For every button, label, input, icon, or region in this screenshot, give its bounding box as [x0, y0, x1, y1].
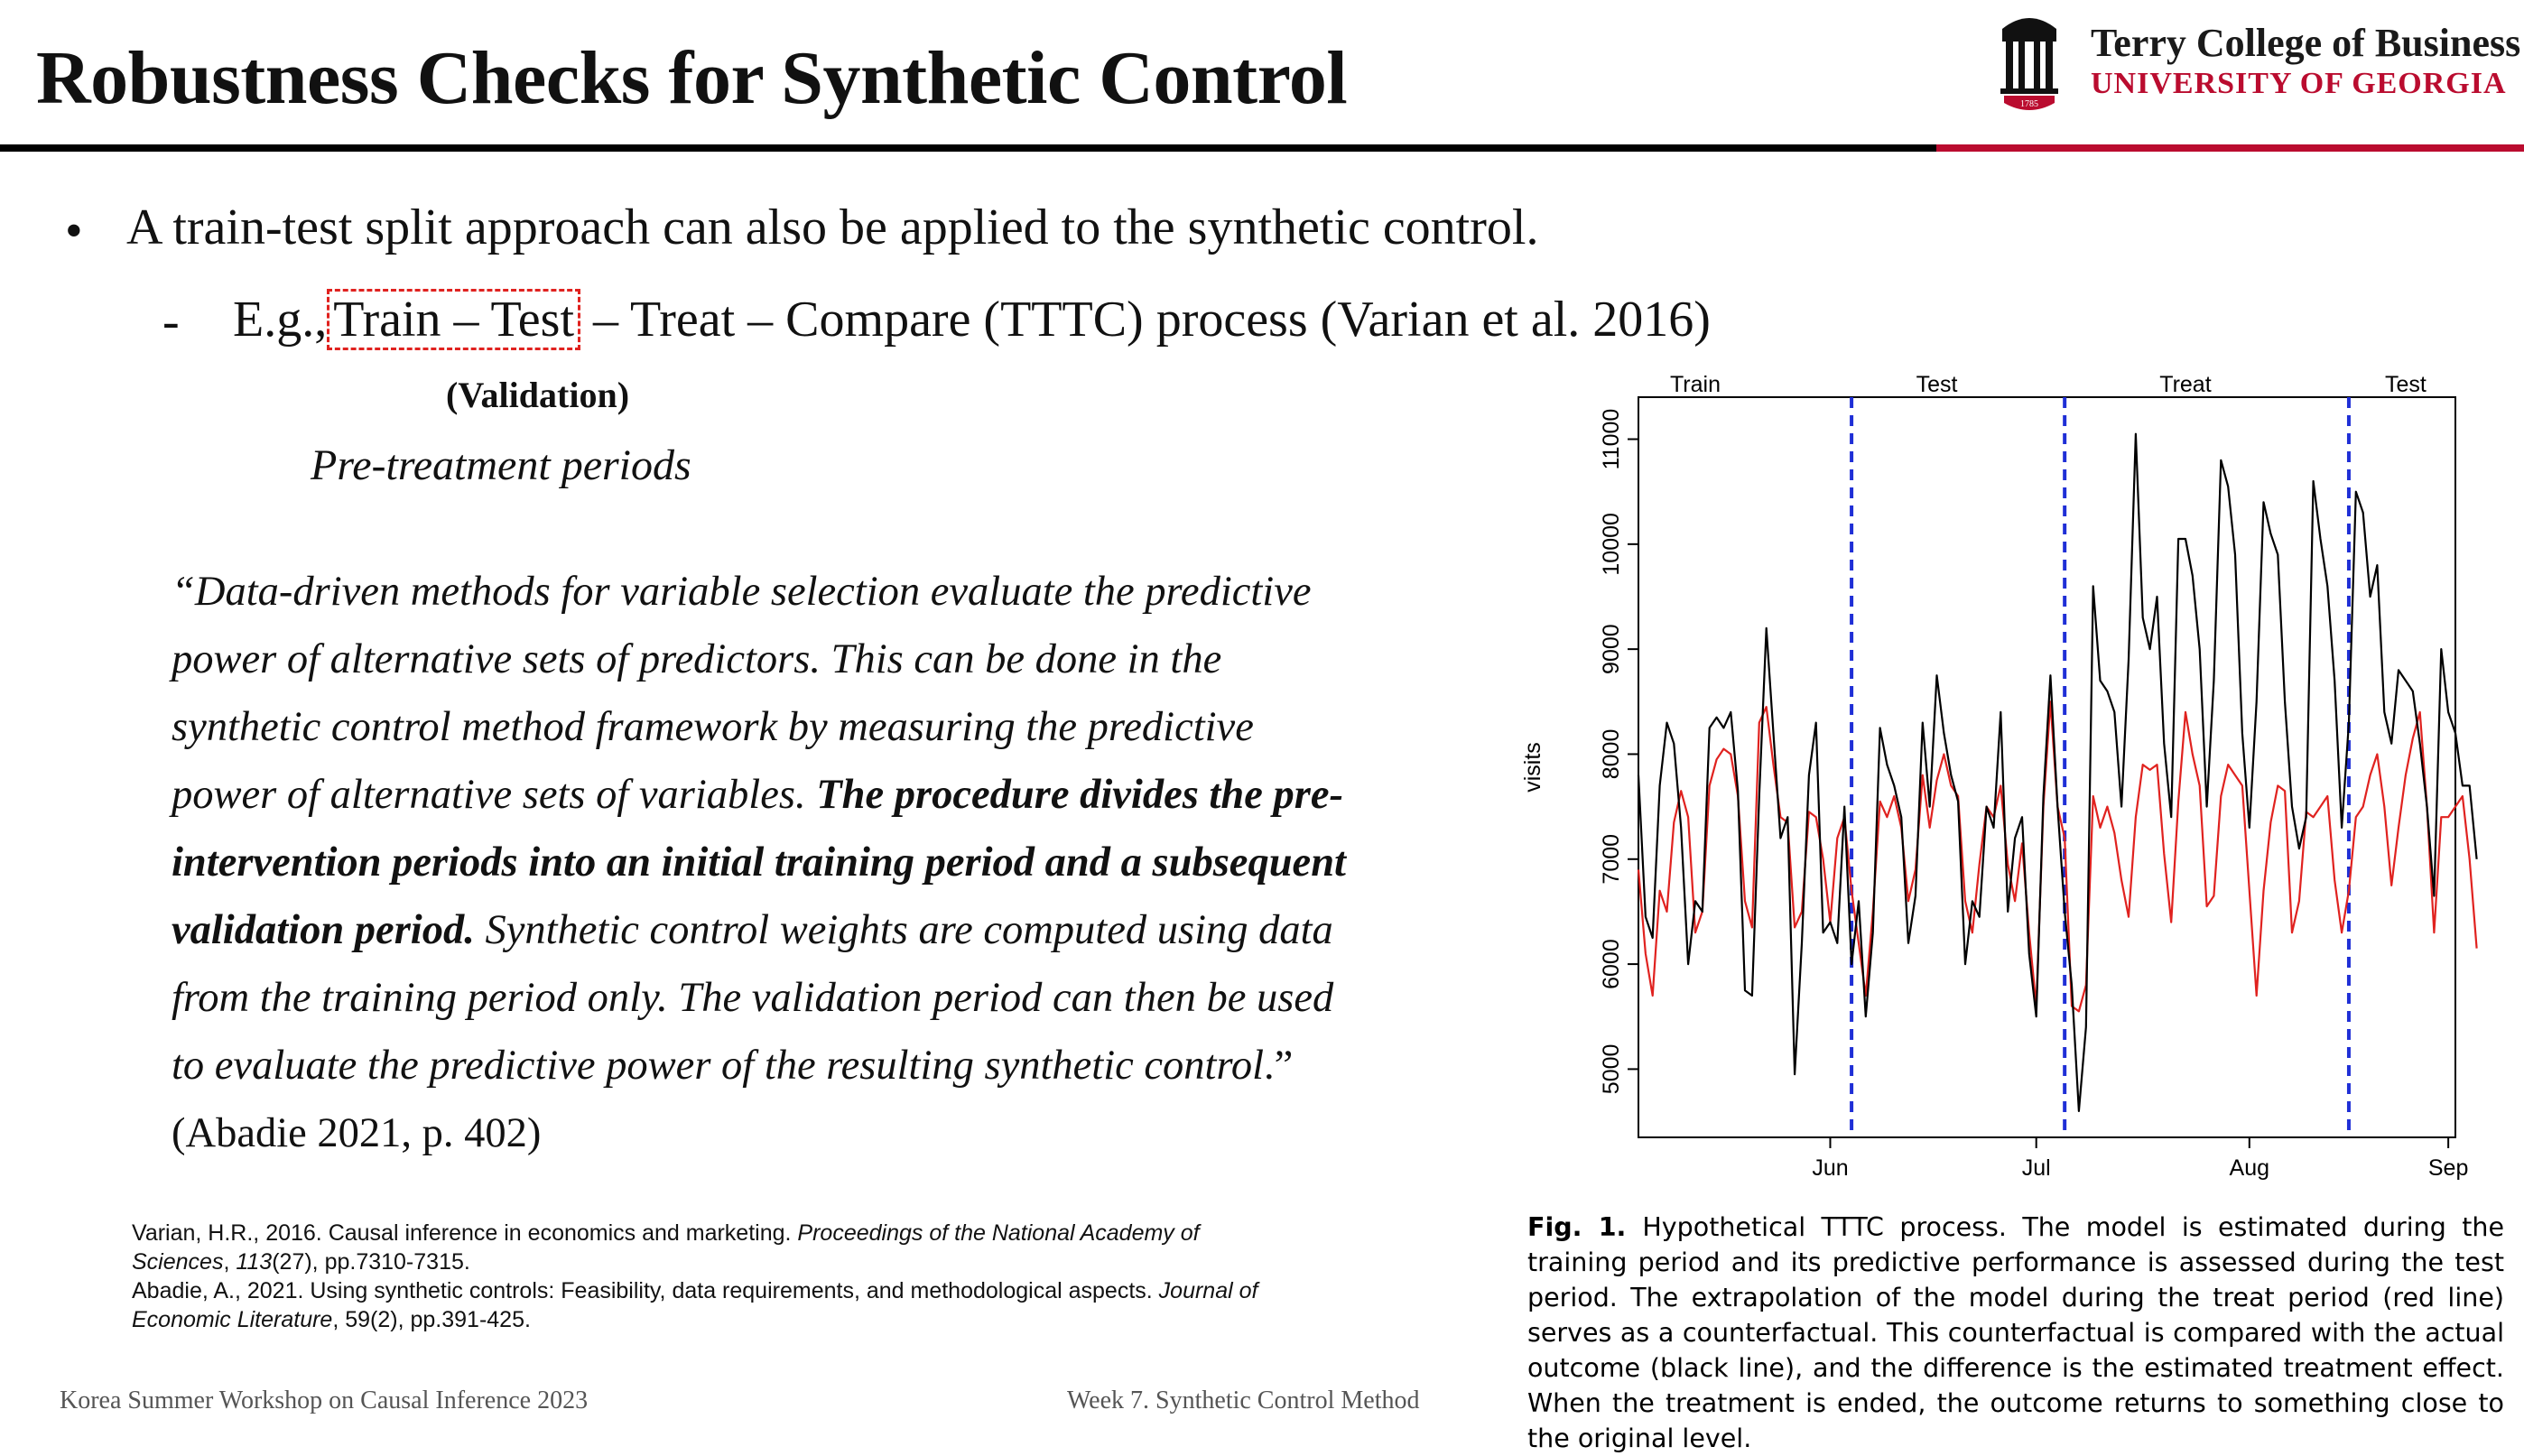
tttc-chart: visits 5000 6000 7000 8000 9000 10000 11000 Ju…: [1499, 361, 2492, 1210]
quote-line-8: to evaluate the predictive power of the …: [172, 1032, 1426, 1099]
counterfactual-series-line: [1637, 700, 2478, 1013]
ref1-pages: (27), pp.7310-7315.: [272, 1249, 470, 1275]
validation-label: (Validation): [446, 375, 630, 415]
logo-university-name: UNIVERSITY OF GEORGIA: [2091, 67, 2507, 100]
slide-title: Robustness Checks for Synthetic Control: [36, 36, 1348, 120]
y-tick-label: 8000: [1599, 729, 1624, 780]
quote-line-5: intervention periods into an initial tra…: [172, 829, 1426, 896]
period-label: Test: [2385, 372, 2427, 397]
figure-caption: Fig. 1. Hypothetical TTTC process. The mo…: [1527, 1210, 2504, 1456]
reference-varian-line-2: Sciences, 113(27), pp.7310-7315.: [132, 1249, 470, 1275]
sub-bullet-prefix: E.g.,: [233, 292, 328, 348]
quote-citation: (Abadie 2021, p. 402): [172, 1110, 542, 1156]
quote-line-6a: validation period.: [172, 907, 475, 953]
ref2-journal: Journal of: [1158, 1278, 1258, 1303]
bullet-dot-icon: •: [65, 203, 83, 259]
quote-line-4: power of alternative sets of variables. …: [172, 761, 1426, 829]
ref2-journal-cont: Economic Literature: [132, 1307, 333, 1332]
y-tick-label: 5000: [1599, 1044, 1624, 1095]
sub-bullet-suffix: – Treat – Compare (TTTC) process (Varian…: [593, 292, 1711, 348]
train-test-highlight-box: Train – Test: [327, 289, 581, 350]
quote-line-6b: Synthetic control weights are computed u…: [474, 907, 1333, 953]
header-rule-black: [0, 144, 1936, 152]
ref1-sep: ,: [223, 1249, 237, 1275]
reference-abadie-line-2: Economic Literature, 59(2), pp.391-425.: [132, 1307, 531, 1333]
y-tick-label: 11000: [1599, 409, 1624, 470]
quote-line-4b: The procedure divides the pre-: [816, 772, 1343, 818]
plot-frame: [1638, 396, 2456, 1138]
quote-line-1: “Data-driven methods for variable select…: [172, 569, 1312, 615]
x-tick-label: Jun: [1812, 1155, 1848, 1181]
quote-line-6: validation period. Synthetic control wei…: [172, 896, 1426, 964]
y-tick-label: 9000: [1599, 624, 1624, 674]
ref2-pages: , 59(2), pp.391-425.: [332, 1307, 531, 1332]
y-axis-label: visits: [1520, 742, 1545, 793]
footer-week: Week 7. Synthetic Control Method: [1067, 1386, 1420, 1414]
x-tick-label: Jul: [2022, 1155, 2051, 1181]
quote-line-7: from the training period only. The valid…: [172, 975, 1334, 1021]
tttc-chart-svg: visits 5000 6000 7000 8000 9000 10000 11000 Ju…: [1520, 372, 2478, 1181]
bullet-1-text: A train-test split approach can also be …: [126, 199, 1539, 255]
header-rule-red: [1936, 144, 2524, 152]
logo-college-name: Terry College of Business: [2091, 21, 2521, 65]
ref1-journal-cont: Sciences: [132, 1249, 224, 1275]
x-tick-label: Sep: [2428, 1155, 2468, 1181]
period-label: Test: [1916, 372, 1958, 397]
ref2-text: Abadie, A., 2021. Using synthetic contro…: [132, 1278, 1159, 1303]
abadie-quote: “Data-driven methods for variable select…: [172, 558, 1426, 1167]
period-label: Treat: [2159, 372, 2211, 397]
x-tick-label: Aug: [2230, 1155, 2269, 1181]
actual-series-line: [1637, 432, 2478, 1113]
y-tick-label: 6000: [1599, 939, 1624, 989]
quote-line-4a: power of alternative sets of variables.: [172, 772, 817, 818]
reference-abadie-line-1: Abadie, A., 2021. Using synthetic contro…: [132, 1278, 1257, 1304]
reference-varian-line-1: Varian, H.R., 2016. Causal inference in …: [132, 1220, 1200, 1247]
quote-line-5-bold: intervention periods into an initial tra…: [172, 839, 1346, 886]
quote-line-8a: to evaluate the predictive power of the …: [172, 1043, 1264, 1089]
figure-label: Fig. 1.: [1527, 1212, 1627, 1242]
sub-bullet-dash-icon: -: [162, 293, 180, 349]
quote-line-8b: .”: [1264, 1043, 1294, 1089]
y-tick-label: 7000: [1599, 834, 1624, 885]
figure-caption-text: Hypothetical TTTC process. The model is …: [1527, 1212, 2504, 1453]
footer-workshop: Korea Summer Workshop on Causal Inferenc…: [60, 1386, 589, 1414]
pretreatment-label: Pre-treatment periods: [311, 441, 691, 489]
ref1-text: Varian, H.R., 2016. Causal inference in …: [132, 1220, 798, 1246]
quote-line-3: synthetic control method framework by me…: [172, 704, 1254, 750]
logo-year: 1785: [2020, 99, 2038, 109]
quote-line-2: power of alternative sets of predictors.…: [172, 636, 1222, 682]
ref1-journal: Proceedings of the National Academy of: [797, 1220, 1200, 1246]
y-tick-label: 10000: [1599, 513, 1624, 576]
uga-arch-logo-icon: 1785: [1997, 13, 2062, 114]
sub-bullet-1: E.g., Train – Test – Treat – Compare (TTT…: [233, 289, 1711, 350]
period-label: Train: [1670, 372, 1721, 397]
ref1-volume: 113: [236, 1249, 273, 1275]
